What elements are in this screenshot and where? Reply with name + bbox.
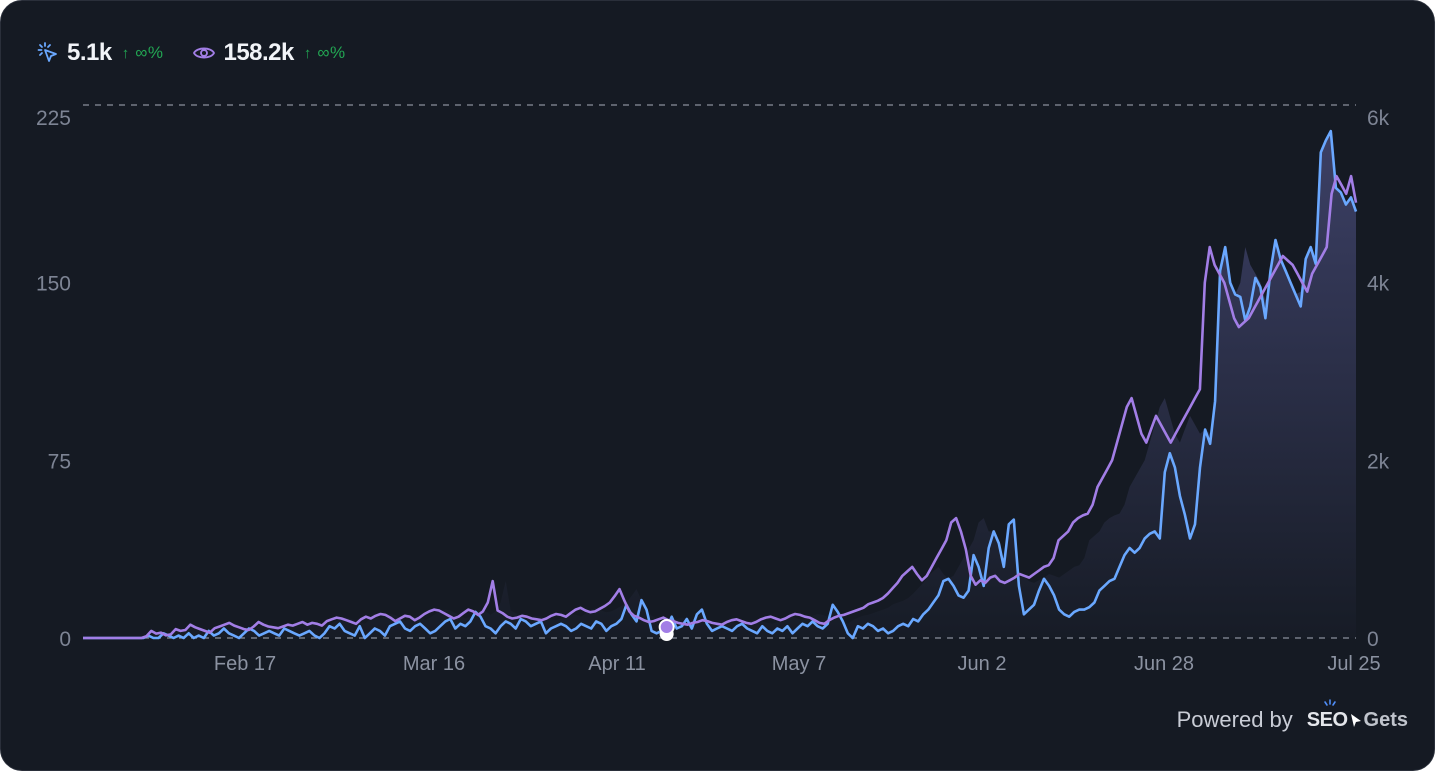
impressions-value: 158.2k	[223, 39, 294, 66]
brand-seo: SEO	[1306, 708, 1348, 731]
impressions-marker-dot[interactable]	[658, 619, 675, 635]
y-left-tick-label: 225	[36, 107, 71, 130]
y-left-tick-label: 150	[36, 273, 71, 296]
footer: Powered by SEO Gets	[1176, 698, 1408, 733]
y-left-tick-label: 75	[48, 450, 71, 473]
x-axis: Feb 17 Mar 16 Apr 11 May 7 Jun 2 Jun 28 Jul 25	[214, 653, 1381, 675]
x-tick-label: Apr 11	[588, 653, 645, 675]
x-tick-label: Jun 2	[958, 653, 1007, 675]
clicks-change: ∞%	[135, 43, 164, 62]
y-axis-left: 225 150 75 0	[36, 107, 71, 651]
impressions-series-line[interactable]	[83, 174, 1358, 640]
cursor-click-icon	[35, 40, 61, 66]
x-tick-label: Jul 25	[1327, 653, 1380, 675]
logo-cursor-icon	[1350, 714, 1361, 727]
y-right-tick-label: 4k	[1367, 273, 1390, 296]
stats-bar: 5.1k ↑ ∞% 158.2k ↑ ∞%	[35, 39, 346, 67]
x-tick-label: Jun 28	[1134, 653, 1194, 675]
logo-spark-icon	[1323, 698, 1336, 706]
clicks-stat[interactable]: 5.1k ↑ ∞%	[35, 39, 163, 67]
clicks-up-arrow: ↑	[121, 44, 130, 62]
impressions-area	[83, 131, 1356, 638]
seogets-logo[interactable]: SEO Gets	[1306, 698, 1408, 732]
x-tick-label: May 7	[772, 653, 826, 675]
line-chart[interactable]: 225 150 75 0 6k 4k 2k 0 Feb 17 Mar 16 Apr 11 May …	[1, 1, 1434, 701]
y-right-tick-label: 6k	[1367, 107, 1390, 130]
eye-icon	[191, 40, 217, 66]
x-tick-label: Feb 17	[214, 653, 276, 675]
clicks-series-line[interactable]	[83, 129, 1358, 640]
x-tick-label: Mar 16	[403, 653, 465, 675]
y-right-tick-label: 2k	[1367, 450, 1390, 473]
impressions-stat[interactable]: 158.2k ↑ ∞%	[191, 39, 345, 67]
powered-by-text: Powered by	[1176, 707, 1293, 732]
impressions-change: ∞%	[317, 43, 346, 62]
clicks-value: 5.1k	[67, 39, 112, 66]
y-right-tick-label: 0	[1367, 628, 1379, 651]
y-axis-right: 6k 4k 2k 0	[1367, 107, 1390, 651]
hover-marker[interactable]	[658, 619, 675, 641]
impressions-up-arrow: ↑	[303, 44, 312, 62]
brand-gets: Gets	[1363, 708, 1408, 731]
y-left-tick-label: 0	[59, 628, 71, 651]
